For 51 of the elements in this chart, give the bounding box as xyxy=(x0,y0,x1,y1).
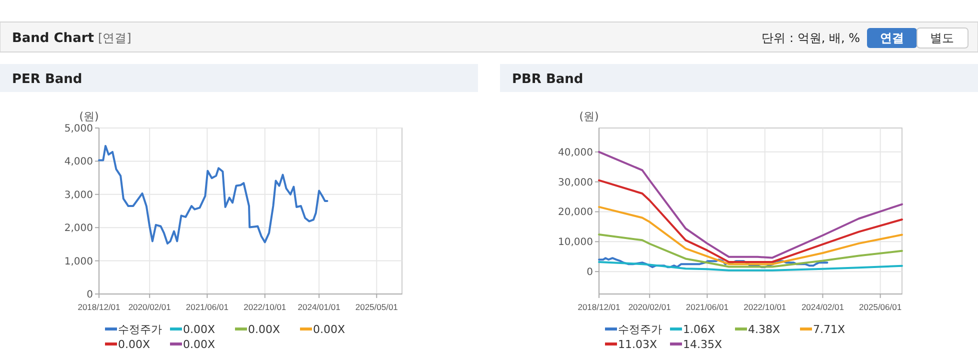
y-tick-label: 20,000 xyxy=(558,207,593,218)
legend-label: 0.00X xyxy=(183,338,216,351)
x-tick-label: 2024/02/01 xyxy=(801,302,844,312)
legend-label: 0.00X xyxy=(248,323,280,336)
line-series xyxy=(598,206,903,266)
line-series xyxy=(598,260,903,272)
x-tick-label: 2022/10/01 xyxy=(244,302,286,312)
chart-title: PBR Band xyxy=(512,72,584,87)
line-series xyxy=(598,233,903,268)
x-tick-label: 2025/06/01 xyxy=(859,302,902,312)
y-tick-label: 1,000 xyxy=(64,256,93,268)
x-tick-label: 2021/06/01 xyxy=(686,302,729,312)
legend-label: 7.71X xyxy=(813,323,846,336)
x-tick-label: 2018/12/01 xyxy=(578,302,621,312)
text: 연결 xyxy=(880,31,904,45)
text: [연결] xyxy=(98,31,132,45)
y-tick-label: 3,000 xyxy=(64,190,93,201)
chart-title: PER Band xyxy=(12,72,82,87)
y-tick-label: 0 xyxy=(586,267,593,278)
y-tick-label: 2,000 xyxy=(64,223,93,234)
legend-label: 0.00X xyxy=(313,323,346,336)
legend-label: 0.00X xyxy=(118,338,150,351)
legend-label: 수정주가 xyxy=(618,323,662,336)
y-axis-title: (원) xyxy=(79,110,99,123)
x-tick-label: 2020/02/01 xyxy=(128,302,172,312)
y-tick-label: 4,000 xyxy=(64,156,93,168)
line-series xyxy=(598,257,828,268)
legend-label: 수정주가 xyxy=(118,323,162,336)
text: 단위 : 억원, 배, % xyxy=(762,31,860,45)
y-tick-label: 10,000 xyxy=(558,237,593,248)
x-tick-label: 2025/05/01 xyxy=(355,302,398,312)
legend-label: 0.00X xyxy=(183,323,216,336)
y-tick-label: 5,000 xyxy=(64,124,93,134)
x-tick-label: 2020/02/01 xyxy=(628,302,672,312)
x-tick-label: 2018/12/01 xyxy=(78,302,121,312)
y-tick-label: 30,000 xyxy=(558,177,593,188)
legend-label: 14.35X xyxy=(683,338,722,351)
x-tick-label: 2022/10/01 xyxy=(744,302,786,312)
text: Band Chart xyxy=(12,31,94,46)
y-tick-label: 40,000 xyxy=(558,147,593,158)
legend-label: 1.06X xyxy=(683,323,716,336)
text: 별도 xyxy=(930,31,954,45)
line-series xyxy=(98,144,328,245)
x-tick-label: 2021/06/01 xyxy=(186,302,229,312)
legend-label: 11.03X xyxy=(618,338,658,351)
y-tick-label: 0 xyxy=(86,290,93,300)
line-series xyxy=(598,150,903,259)
x-tick-label: 2024/01/01 xyxy=(298,302,341,312)
legend-label: 4.38X xyxy=(748,323,780,336)
line-series xyxy=(598,179,903,263)
y-axis-title: (원) xyxy=(579,110,599,123)
